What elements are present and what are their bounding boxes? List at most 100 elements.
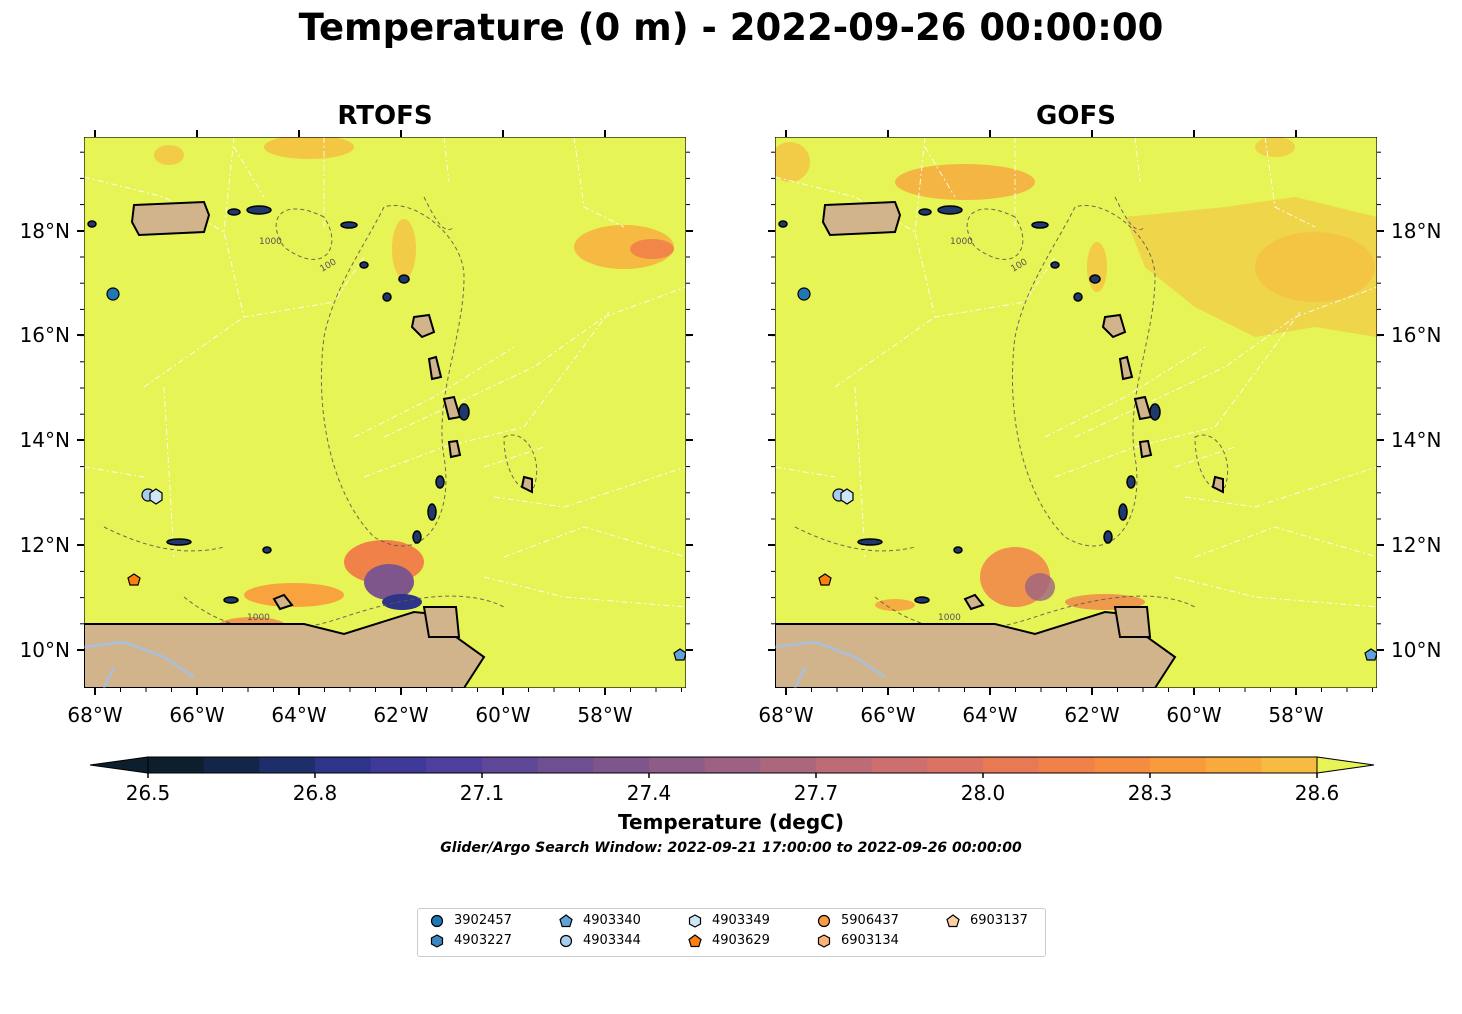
legend-item-4903349: 4903349 [688,913,770,928]
colorbar-segment [1150,757,1207,773]
warm-patch [875,599,915,611]
rivers [83,640,195,689]
legend-item-3902457: 3902457 [430,913,512,928]
colorbar-segment [370,757,427,773]
barbados [1211,475,1224,494]
float-4903349 [149,488,163,505]
lon-tick-label: 68°W [67,703,122,727]
island [963,593,985,611]
map-gofs-svg: 1000 100 1000 [770,136,1378,689]
lat-tick-label: 14°N [1391,428,1441,452]
colorbar-tick-label: 26.8 [293,781,338,802]
legend-label: 4903344 [583,933,641,948]
island-chain [778,205,1161,604]
legend-item-5906437: 5906437 [817,913,899,928]
lon-tick-label: 66°W [169,703,224,727]
colorbar-extend-max [1316,756,1375,774]
lat-tick-label: 12°N [1391,533,1441,557]
puerto-rico [130,200,211,237]
lon-tick-label: 62°W [373,703,428,727]
legend-item-4903629: 4903629 [688,933,770,948]
legend-label: 4903349 [712,913,770,928]
legend-item-6903137: 6903137 [946,913,1028,928]
colorbar: 26.5 26.8 27.1 27.4 27.7 28.0 28.3 28.6 [89,756,1375,802]
warm-patch [1255,232,1375,302]
warm-patch [154,145,184,165]
panel-title-gofs: GOFS [1036,101,1116,131]
colorbar-segment [1038,757,1095,773]
float-markers [106,287,687,661]
legend-item-4903227: 4903227 [430,933,512,948]
colorbar-tick-label: 28.0 [961,781,1006,802]
colorbar-segment [760,757,817,773]
legend-marker-icon [430,914,444,927]
colorbar-tick-label: 26.5 [126,781,171,802]
legend-label: 6903134 [841,933,899,948]
colorbar-segment [871,757,928,773]
legend-marker-icon [946,913,960,927]
legend-label: 4903629 [712,933,770,948]
warm-patch [1255,137,1295,157]
colorbar-segment [537,757,594,773]
float-markers [797,287,1378,661]
warm-patch [770,142,810,182]
float-4903629 [127,573,141,586]
float-3902457 [797,287,811,301]
warm-patch [895,164,1035,200]
lon-tick-label: 60°W [475,703,530,727]
float-4903340 [673,648,687,661]
svg-text:1000: 1000 [950,237,973,247]
colorbar-segment [259,757,316,773]
legend-item-4903340: 4903340 [559,913,641,928]
puerto-rico [821,200,902,237]
colorbar-segment [203,757,260,773]
svg-text:1000: 1000 [247,613,270,623]
svg-text:1000: 1000 [938,613,961,623]
colorbar-segment [649,757,706,773]
warm-patch [244,583,344,607]
warm-patch [264,135,354,159]
legend-item-6903134: 6903134 [817,933,899,948]
legend-marker-icon [559,934,573,947]
eez-boundaries [774,136,1378,608]
bathymetry-contours [794,196,1229,631]
lat-tick-label: 12°N [20,533,70,557]
lat-tick-label: 16°N [20,323,70,347]
cool-patch [382,594,422,610]
lon-tick-label: 58°W [577,703,632,727]
legend: 3902457 4903227 4903340 4903344 4903349 49036… [417,908,1046,957]
colorbar-segment [426,757,483,773]
colorbar-label: Temperature (degC) [618,810,844,834]
st-lucia [1138,439,1153,459]
float-4903349 [840,488,854,505]
lon-tick-label: 60°W [1166,703,1221,727]
warm-patch [1087,242,1107,292]
trinidad [422,606,461,638]
rivers [774,640,886,689]
colorbar-segment [816,757,873,773]
legend-label: 5906437 [841,913,899,928]
lat-tick-label: 10°N [1391,638,1441,662]
cool-patch [364,564,414,600]
colorbar-frame [147,756,1318,774]
colorbar-tick-label: 27.7 [794,781,839,802]
map-panel-gofs: 1000 100 1000 [770,136,1378,689]
lon-tick-label: 64°W [962,703,1017,727]
float-4903340 [1364,648,1378,661]
svg-text:1000: 1000 [259,237,282,247]
lat-tick-label: 10°N [20,638,70,662]
colorbar-extend-min [89,756,149,774]
colorbar-segment [148,757,205,773]
lat-tick-label: 14°N [20,428,70,452]
float-3902457 [106,287,120,301]
trinidad [1113,606,1152,638]
barbados [520,475,533,494]
lat-tick-label: 18°N [20,219,70,243]
dominica [1118,355,1134,381]
cool-patch [1025,573,1055,601]
colorbar-tick-label: 27.1 [460,781,505,802]
legend-label: 4903340 [583,913,641,928]
guadeloupe [410,313,436,339]
legend-item-4903344: 4903344 [559,933,641,948]
st-lucia [447,439,462,459]
